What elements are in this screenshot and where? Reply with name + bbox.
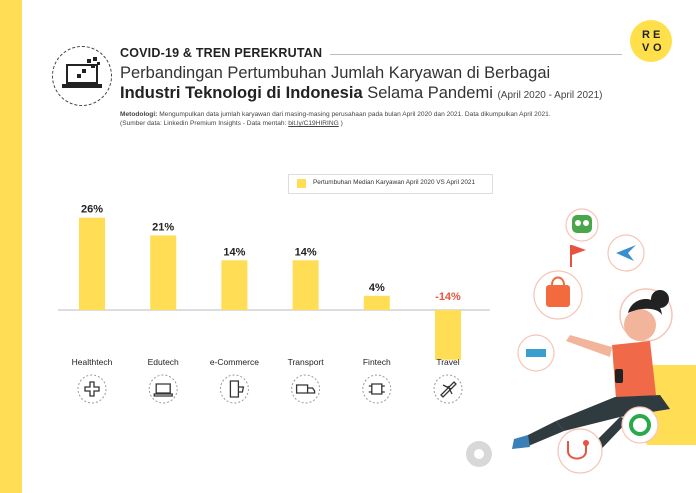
tokopedia-icon [565,208,599,242]
logo-letter: O [653,42,662,54]
category-label: Fintech [363,357,391,367]
methodology-label: Metodologi: [120,111,158,118]
airplane-icon [433,374,463,404]
category-label: Transport [288,357,325,367]
logo-letter: E [653,29,660,41]
bar [363,295,390,310]
bar [435,310,461,360]
medical-cross-icon [77,374,107,404]
value-label: 14% [223,246,245,258]
chart-legend: Pertumbuhan Median Karyawan April 2020 V… [288,174,493,194]
title-bold-part: Industri Teknologi di Indonesia [120,84,363,102]
illustration [512,208,696,474]
phone-cart-icon [219,374,249,404]
legend-label: Pertumbuhan Median Karyawan April 2020 V… [313,179,475,186]
shopee-icon [533,270,583,320]
stethoscope-icon [557,428,603,474]
legend-swatch [297,179,306,188]
other-app-icon [517,334,555,372]
flag-icon [570,245,586,267]
chart-title-line2: Industri Teknologi di Indonesia Selama P… [120,84,603,103]
value-label: 21% [152,221,174,233]
bar [292,260,319,310]
source-link[interactable]: bit.ly/C19HIRING [288,120,339,127]
bar [150,235,177,310]
title-rest: Selama Pandemi [362,84,498,102]
value-label: 4% [369,282,385,294]
person-illustration [512,288,695,467]
gojek-icon [621,406,659,444]
logo-letter: R [642,29,650,41]
bar [221,260,248,310]
category-label: Edutech [148,357,179,367]
category-label: Travel [436,357,459,367]
section-title: COVID-19 & TREN PEREKRUTAN [120,46,323,60]
logo-letter: V [642,42,650,54]
methodology-text: Mengumpulkan data jumlah karyawan dari m… [157,111,551,118]
category-label: e-Commerce [210,357,259,367]
gear-icon [466,441,492,467]
truck-icon [291,374,321,404]
left-accent-bar [0,0,22,493]
category-label: Healthtech [72,357,113,367]
chip-icon [362,374,392,404]
value-label: 26% [81,204,103,216]
bar [79,217,105,310]
chart-title-line1: Perbandingan Pertumbuhan Jumlah Karyawan… [120,64,551,82]
source-close: ) [338,120,343,127]
value-label: 14% [295,246,317,258]
side-accent [690,365,696,445]
title-divider [330,54,622,55]
laptop-book-icon [148,374,178,404]
methodology-note: Metodologi: Mengumpulkan data jumlah kar… [120,110,600,128]
title-period: (April 2020 - April 2021) [497,90,603,101]
laptop-pixel-icon [52,46,112,106]
source-text: (Sumber data: Linkedin Premium Insights … [120,120,289,127]
revo-logo: R E V O [630,20,672,62]
bird-icon [607,234,645,272]
value-label: -14% [435,291,461,303]
